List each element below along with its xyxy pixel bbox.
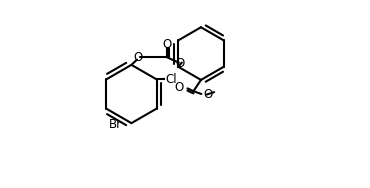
Text: Br: Br — [109, 118, 122, 131]
Text: Cl: Cl — [165, 73, 177, 86]
Text: O: O — [204, 88, 213, 102]
Text: O: O — [175, 81, 184, 94]
Text: O: O — [162, 38, 172, 51]
Text: O: O — [133, 51, 142, 64]
Text: O: O — [176, 57, 185, 70]
